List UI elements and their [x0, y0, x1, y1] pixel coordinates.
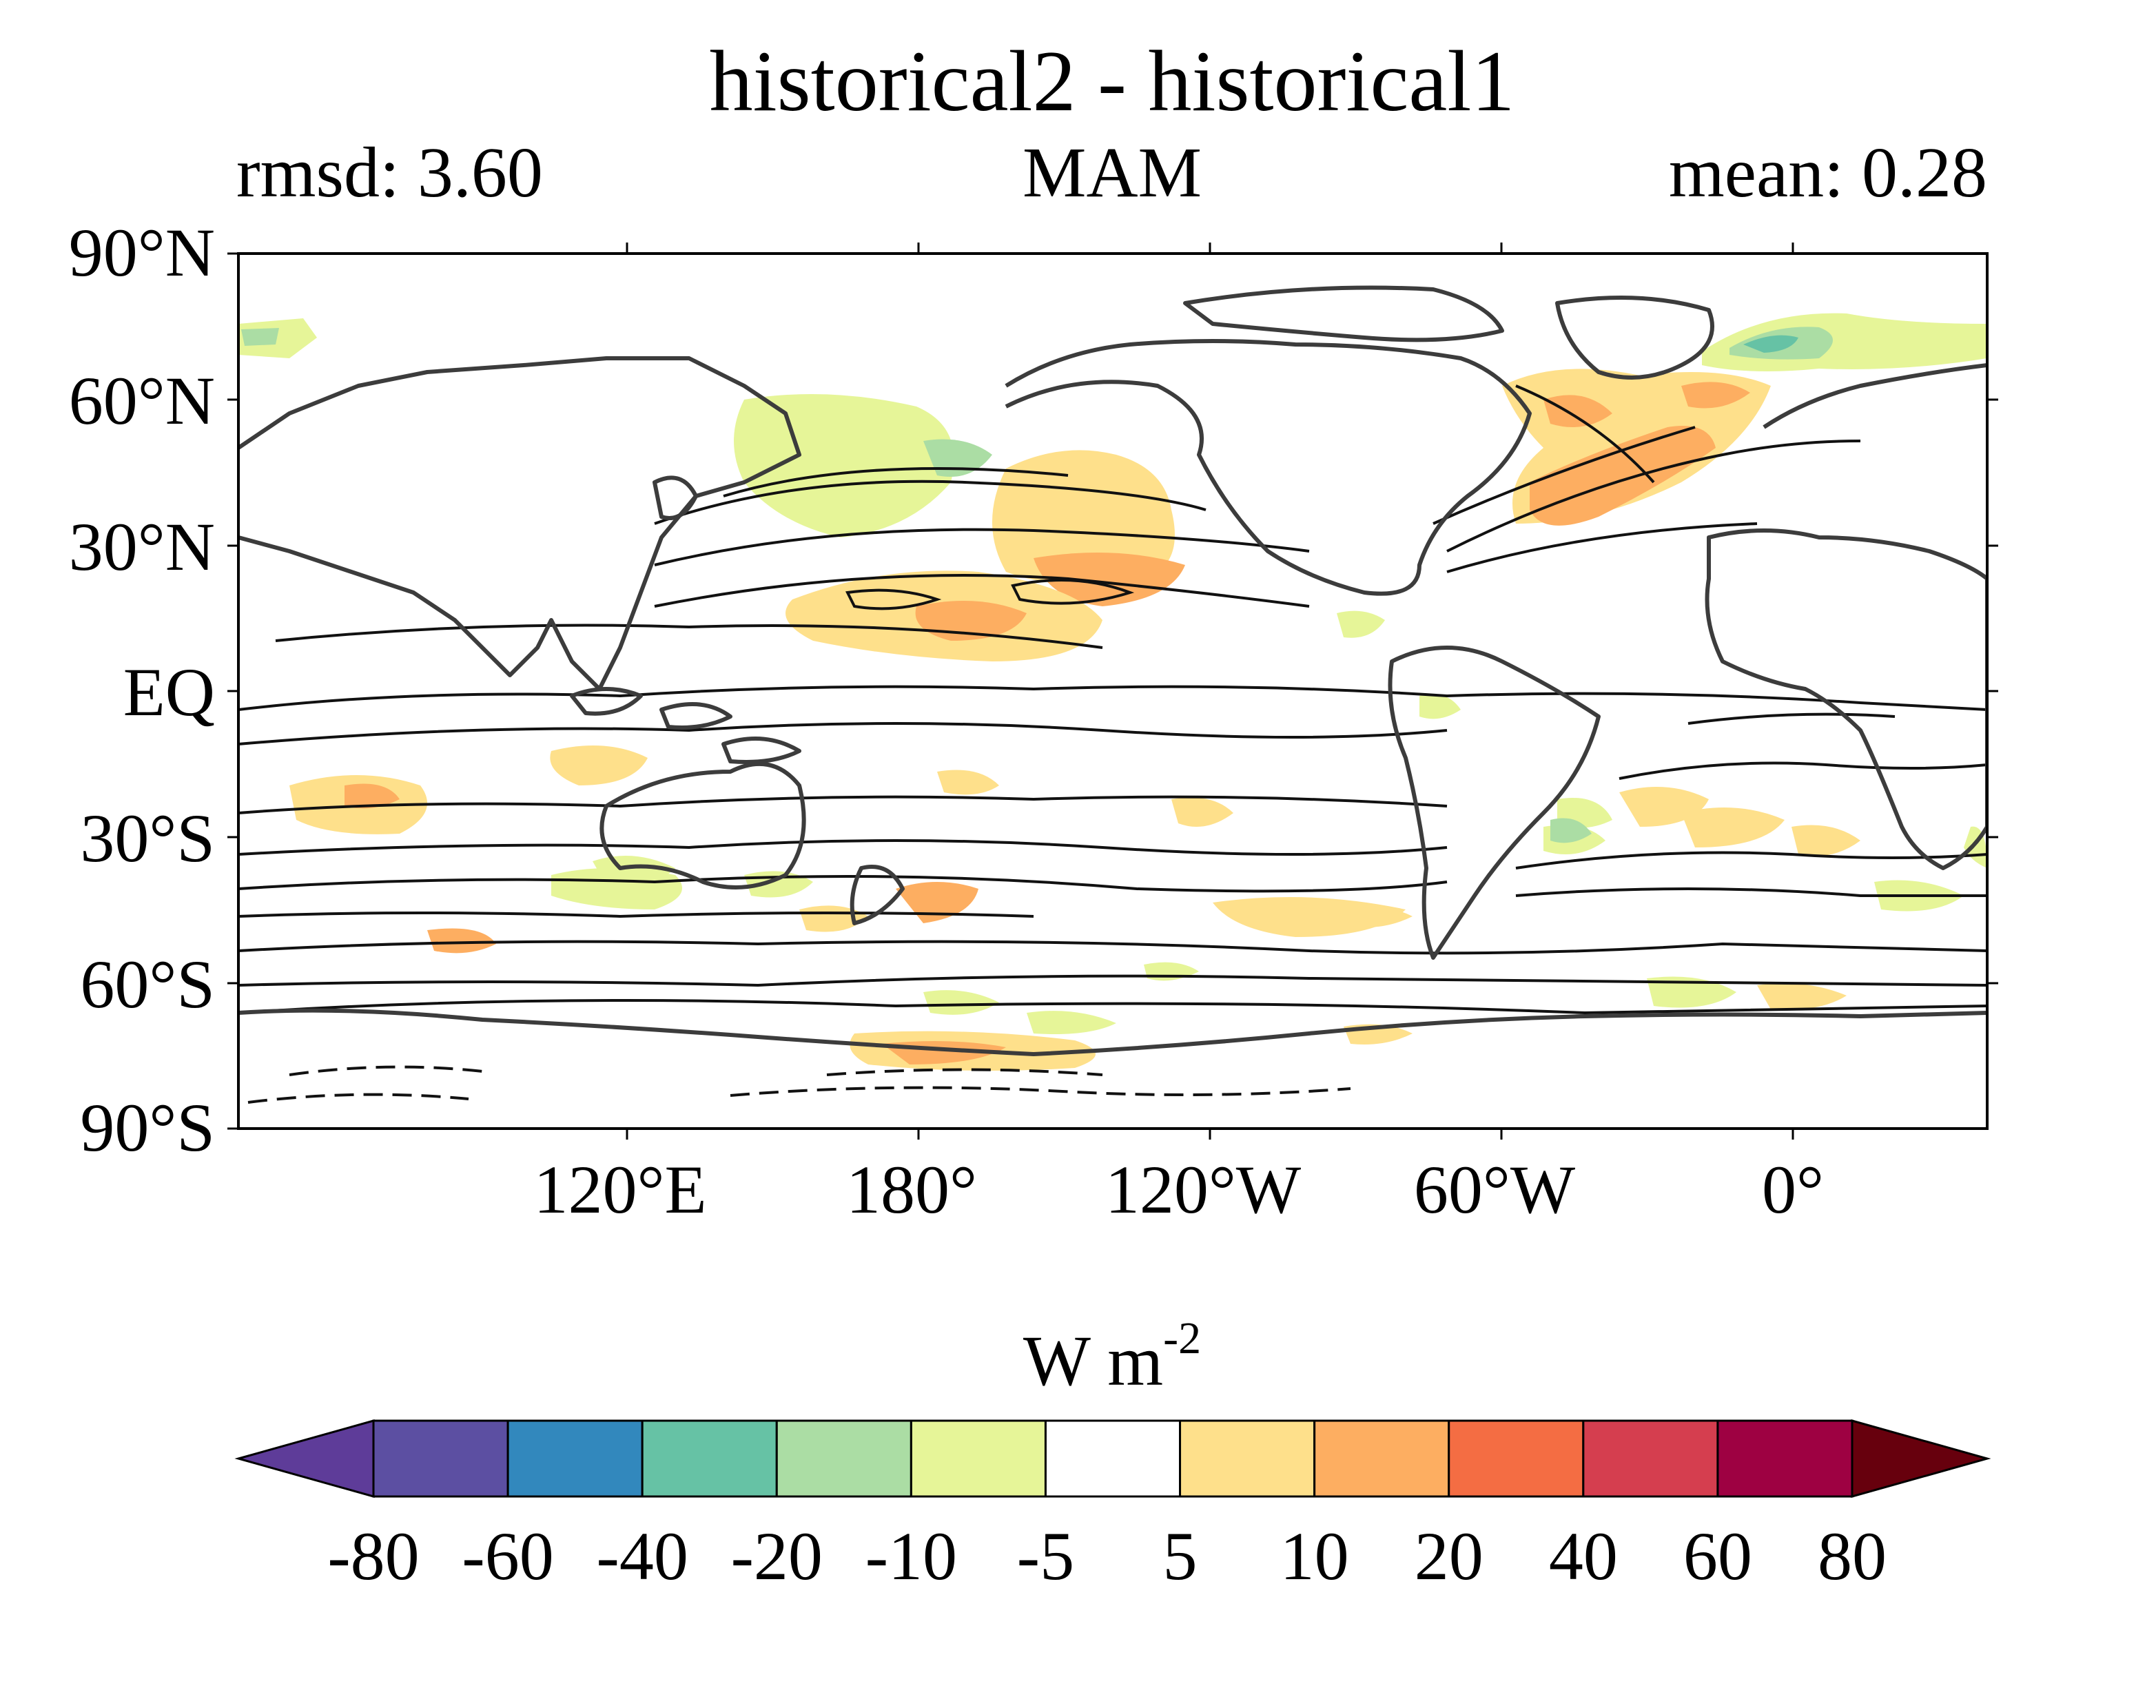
colorbar-swatch: [1582, 1419, 1719, 1498]
colorbar-swatch-under: [234, 1419, 375, 1498]
colorbar-tick-label: 60: [1683, 1518, 1752, 1594]
contour-lines: [238, 384, 1987, 1104]
colorbar-tick-label: -40: [597, 1518, 688, 1594]
rmsd-label: rmsd: 3.60: [236, 133, 543, 212]
colorbar-tick-label: -60: [462, 1518, 553, 1594]
lon-label-120e: 120°E: [533, 1151, 706, 1228]
lat-label-30s: 30°S: [80, 800, 215, 876]
colorbar-tick-label: 40: [1549, 1518, 1618, 1594]
colorbar-swatch: [1044, 1419, 1182, 1498]
colorbar-swatch: [372, 1419, 509, 1498]
colorbar-unit-exponent: -2: [1163, 1313, 1201, 1364]
colorbar-swatch: [1179, 1419, 1316, 1498]
lon-label-180: 180°: [846, 1151, 977, 1228]
colorbar-swatch: [910, 1419, 1047, 1498]
colorbar-swatch: [775, 1419, 912, 1498]
colorbar-swatches: [234, 1419, 1991, 1498]
colorbar-swatch-over: [1851, 1419, 1991, 1498]
colorbar: W m-2 -80 -60 -40 -20 -10 -5 5 10 20 40 60 80: [234, 1313, 1991, 1594]
colorbar-swatch: [641, 1419, 778, 1498]
colorbar-tick-label: 5: [1163, 1518, 1198, 1594]
colorbar-swatch: [1716, 1419, 1854, 1498]
lat-label-90s: 90°S: [80, 1089, 215, 1166]
plot-title: historical2 - historical1: [710, 34, 1515, 130]
colorbar-labels: -80 -60 -40 -20 -10 -5 5 10 20 40 60 80: [327, 1518, 1887, 1594]
lon-label-60w: 60°W: [1414, 1151, 1576, 1228]
colorbar-tick-label: 10: [1280, 1518, 1349, 1594]
season-label: MAM: [1023, 133, 1202, 212]
map-panel: 90°N 60°N 30°N EQ 30°S 60°S 90°S 120°E 1…: [69, 214, 1998, 1228]
lat-axis: 90°N 60°N 30°N EQ 30°S 60°S 90°S: [69, 214, 1998, 1166]
colorbar-tick-label: 80: [1818, 1518, 1887, 1594]
lon-axis: 120°E 180° 120°W 60°W 0°: [533, 243, 1824, 1228]
lon-label-0: 0°: [1762, 1151, 1824, 1228]
colorbar-tick-label: -10: [865, 1518, 957, 1594]
colorbar-tick-label: 20: [1415, 1518, 1483, 1594]
colorbar-swatch: [1448, 1419, 1585, 1498]
coastlines: [238, 285, 1987, 1056]
lon-label-120w: 120°W: [1105, 1151, 1302, 1228]
colorbar-swatch: [506, 1419, 644, 1498]
colorbar-swatch: [1313, 1419, 1450, 1498]
colorbar-unit: W m-2: [1023, 1313, 1201, 1401]
mean-label: mean: 0.28: [1669, 133, 1987, 212]
colorbar-tick-label: -5: [1017, 1518, 1074, 1594]
lat-label-eq: EQ: [123, 654, 215, 730]
lat-label-60s: 60°S: [80, 946, 215, 1022]
colorbar-unit-base: W m: [1023, 1321, 1163, 1401]
lat-label-90n: 90°N: [69, 214, 215, 291]
colorbar-tick-label: -20: [731, 1518, 823, 1594]
colorbar-tick-label: -80: [327, 1518, 419, 1594]
lat-label-60n: 60°N: [69, 362, 215, 439]
lat-label-30n: 30°N: [69, 508, 215, 585]
